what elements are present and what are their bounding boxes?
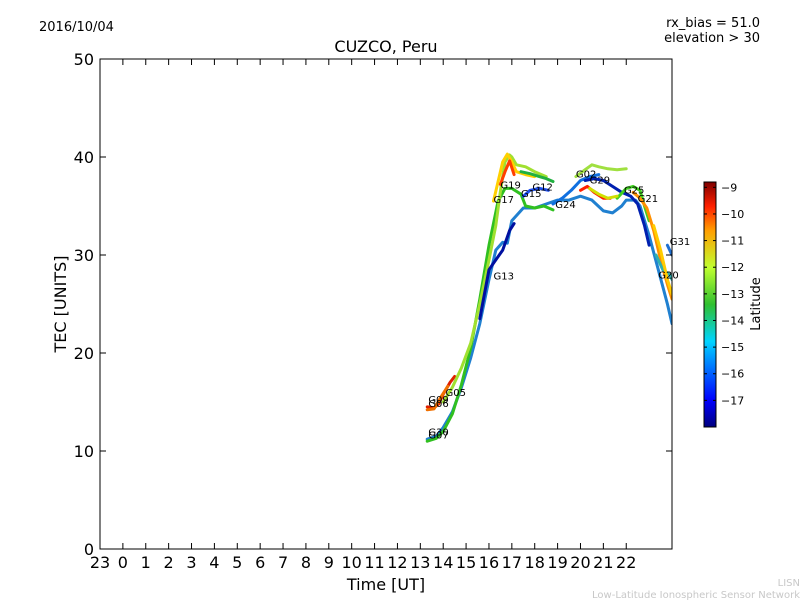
x-tick-label: 17 — [502, 553, 522, 572]
satellite-label-g06: G06 — [428, 399, 448, 410]
x-tick-label: 20 — [570, 553, 590, 572]
x-tick-label: 21 — [593, 553, 613, 572]
satellite-label-g07: G07 — [428, 430, 448, 441]
x-tick-label: 3 — [186, 553, 196, 572]
colorbar-ticks: −9 −10 −11 −12 −13 −14 −15 −16 −17 — [704, 181, 744, 407]
y-tick-label: 40 — [74, 148, 94, 167]
y-axis: 0 10 20 30 40 50 — [74, 50, 672, 559]
x-tick-label: 15 — [456, 553, 476, 572]
colorbar-tick-label: −14 — [721, 314, 744, 327]
trace-g12 — [519, 170, 555, 183]
y-tick-label: 30 — [74, 246, 94, 265]
x-tick-label: 14 — [433, 553, 453, 572]
satellite-label-g15: G15 — [521, 189, 541, 200]
satellite-label-g30: G30 — [428, 427, 448, 438]
y-tick-label: 0 — [84, 540, 94, 559]
x-tick-label: 23 — [90, 553, 110, 572]
x-axis-label: Time [UT] — [346, 575, 425, 594]
satellite-label-g29: G29 — [590, 175, 610, 186]
colorbar-tick-label: −17 — [721, 394, 744, 407]
trace-layer — [425, 152, 672, 443]
trace-g06 — [425, 384, 450, 412]
x-tick-label: 8 — [301, 553, 311, 572]
x-tick-label: 18 — [525, 553, 545, 572]
x-tick-label: 11 — [364, 553, 384, 572]
trace-g30 — [425, 194, 672, 441]
colorbar-tick-label: −15 — [721, 341, 744, 354]
trace-g19 — [498, 159, 516, 186]
trace-g02 — [574, 163, 628, 179]
satellite-label-g09: G09 — [428, 395, 448, 406]
y-axis-label: TEC [UNITS] — [51, 256, 70, 354]
satellite-label-g21: G21 — [638, 194, 658, 205]
colorbar-tick-label: −10 — [721, 208, 744, 221]
satellite-label-g12: G12 — [532, 182, 552, 193]
x-tick-label: 6 — [255, 553, 265, 572]
trace-segment — [588, 186, 619, 200]
satellite-label-g19: G19 — [500, 180, 520, 191]
footer-network: Low-Latitude Ionospheric Sensor Network — [592, 590, 800, 600]
plot-frame — [99, 58, 673, 550]
colorbar-tick-label: −13 — [721, 288, 744, 301]
trace-g31 — [665, 243, 672, 257]
y-tick-label: 20 — [74, 344, 94, 363]
x-tick-label: 9 — [324, 553, 334, 572]
elevation-label: elevation > 30 — [664, 31, 760, 46]
trace-g07 — [425, 186, 555, 443]
satellite-label-g20: G20 — [658, 271, 678, 282]
satellite-label-g13: G13 — [494, 272, 514, 283]
trace-g17 — [492, 152, 537, 203]
trace-g24 — [551, 173, 601, 206]
y-tick-label: 50 — [74, 50, 94, 69]
x-tick-label: 5 — [232, 553, 242, 572]
trace-g05 — [441, 153, 548, 404]
satellite-label-g05: G05 — [445, 388, 465, 399]
x-tick-label: 22 — [616, 553, 636, 572]
x-tick-label: 16 — [479, 553, 499, 572]
trace-g15 — [521, 186, 550, 198]
trace-segment — [652, 224, 672, 296]
y-tick-label: 10 — [74, 442, 94, 461]
colorbar-tick-label: −11 — [721, 235, 744, 248]
footer-lisn: LISN — [778, 578, 800, 589]
colorbar-tick-label: −16 — [721, 368, 744, 381]
x-tick-label: 12 — [387, 553, 407, 572]
bias-label: rx_bias = 51.0 — [666, 16, 760, 31]
trace-g13 — [478, 222, 516, 321]
colorbar-tick-label: −9 — [721, 181, 737, 194]
satellite-label-g31: G31 — [670, 237, 690, 248]
chart-title: CUZCO, Peru — [334, 37, 437, 56]
x-axis: 23 0 1 2 3 4 5 6 7 8 9 10 11 12 13 14 15 16 17 18 19 20 21 22 — [90, 59, 636, 572]
x-tick-label: 2 — [164, 553, 174, 572]
colorbar-gradient — [703, 181, 717, 428]
trace-g25 — [615, 184, 651, 223]
x-tick-label: 0 — [118, 553, 128, 572]
x-tick-label: 4 — [209, 553, 219, 572]
colorbar-label: Latitude — [749, 277, 764, 331]
x-tick-label: 13 — [410, 553, 430, 572]
satellite-label-g17: G17 — [494, 195, 514, 206]
satellite-label-g24: G24 — [555, 200, 575, 211]
x-tick-label: 10 — [342, 553, 362, 572]
x-tick-label: 19 — [547, 553, 567, 572]
x-tick-label: 7 — [278, 553, 288, 572]
x-tick-label: 1 — [141, 553, 151, 572]
satellite-label-g25: G25 — [624, 185, 644, 196]
date-label: 2016/10/04 — [39, 20, 114, 35]
satellite-label-g02: G02 — [576, 170, 596, 181]
colorbar-tick-label: −12 — [721, 261, 744, 274]
latitude-colorbar: −9 −10 −11 −12 −13 −14 −15 −16 −17 Latitude — [703, 181, 764, 428]
